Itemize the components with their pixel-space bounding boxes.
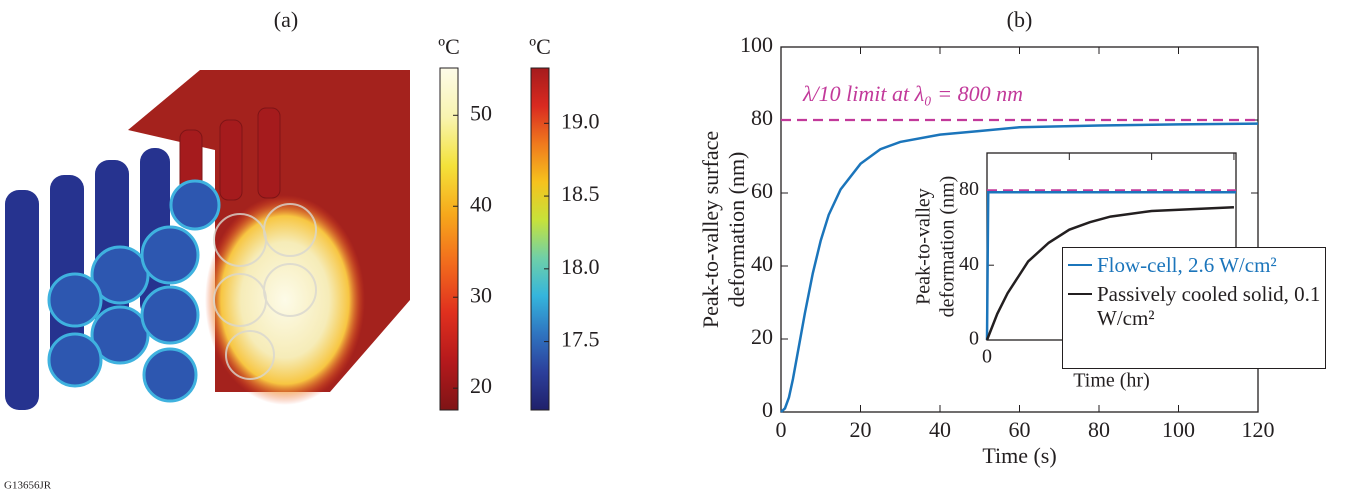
colorbar-label: ºC	[529, 34, 551, 59]
thermal-render	[5, 70, 410, 410]
colorbar	[439, 67, 459, 411]
figure-id: G13656JR	[4, 480, 52, 492]
y-axis-label: Peak-to-valley	[913, 188, 935, 305]
series-line	[780, 122, 1259, 413]
tick-label: 20	[470, 373, 492, 398]
x-tick-label: 20	[850, 417, 872, 442]
tick-label: 17.5	[561, 327, 600, 352]
y-axis-label: deformation (nm)	[724, 152, 749, 308]
annotation: λ/10 limit at λ₀ = 800 nm	[802, 81, 1023, 106]
y-tick-label: 0	[969, 328, 979, 350]
x-axis-label: Time (s)	[982, 443, 1056, 468]
legend-swatch	[1068, 293, 1092, 295]
tick-label: 30	[470, 282, 492, 307]
y-tick-label: 40	[751, 251, 773, 276]
colorbar	[530, 67, 550, 411]
y-tick-label: 80	[959, 178, 979, 200]
chart-title: (b)	[1007, 7, 1033, 32]
y-tick-label: 0	[762, 397, 773, 422]
tick-label: 19.0	[561, 108, 600, 133]
legend-label: Passively cooled solid, 0.1 W/cm²	[1097, 282, 1321, 330]
tick-label: 50	[470, 100, 492, 125]
x-tick-label: 40	[929, 417, 951, 442]
x-tick-label: 60	[1009, 417, 1031, 442]
x-tick-label: 0	[776, 417, 787, 442]
x-tick-label: 120	[1242, 417, 1275, 442]
y-tick-label: 100	[740, 32, 773, 57]
x-tick-label: 80	[1088, 417, 1110, 442]
series-line	[985, 191, 1236, 341]
legend: Flow-cell, 2.6 W/cm² Passively cooled so…	[1062, 247, 1326, 369]
colorbar-label: ºC	[438, 34, 460, 59]
tick-label: 18.0	[561, 254, 600, 279]
series-line	[985, 205, 1234, 341]
legend-entry: Flow-cell, 2.6 W/cm²	[1063, 253, 1325, 277]
x-tick-label: 0	[982, 346, 992, 368]
y-tick-label: 20	[751, 324, 773, 349]
y-axis-label: Peak-to-valley surface	[698, 131, 723, 328]
x-tick-label: 100	[1162, 417, 1195, 442]
legend-swatch	[1068, 264, 1092, 266]
y-axis-label: deformation (nm)	[937, 176, 959, 318]
y-tick-label: 60	[751, 178, 773, 203]
panel-a-title: (a)	[274, 7, 298, 32]
tick-label: 40	[470, 191, 492, 216]
x-axis-label: Time (hr)	[1073, 370, 1149, 392]
y-tick-label: 40	[959, 253, 979, 275]
tick-label: 18.5	[561, 181, 600, 206]
legend-entry: Passively cooled solid, 0.1 W/cm²	[1063, 282, 1325, 330]
y-tick-label: 80	[751, 105, 773, 130]
legend-label: Flow-cell, 2.6 W/cm²	[1097, 253, 1277, 277]
